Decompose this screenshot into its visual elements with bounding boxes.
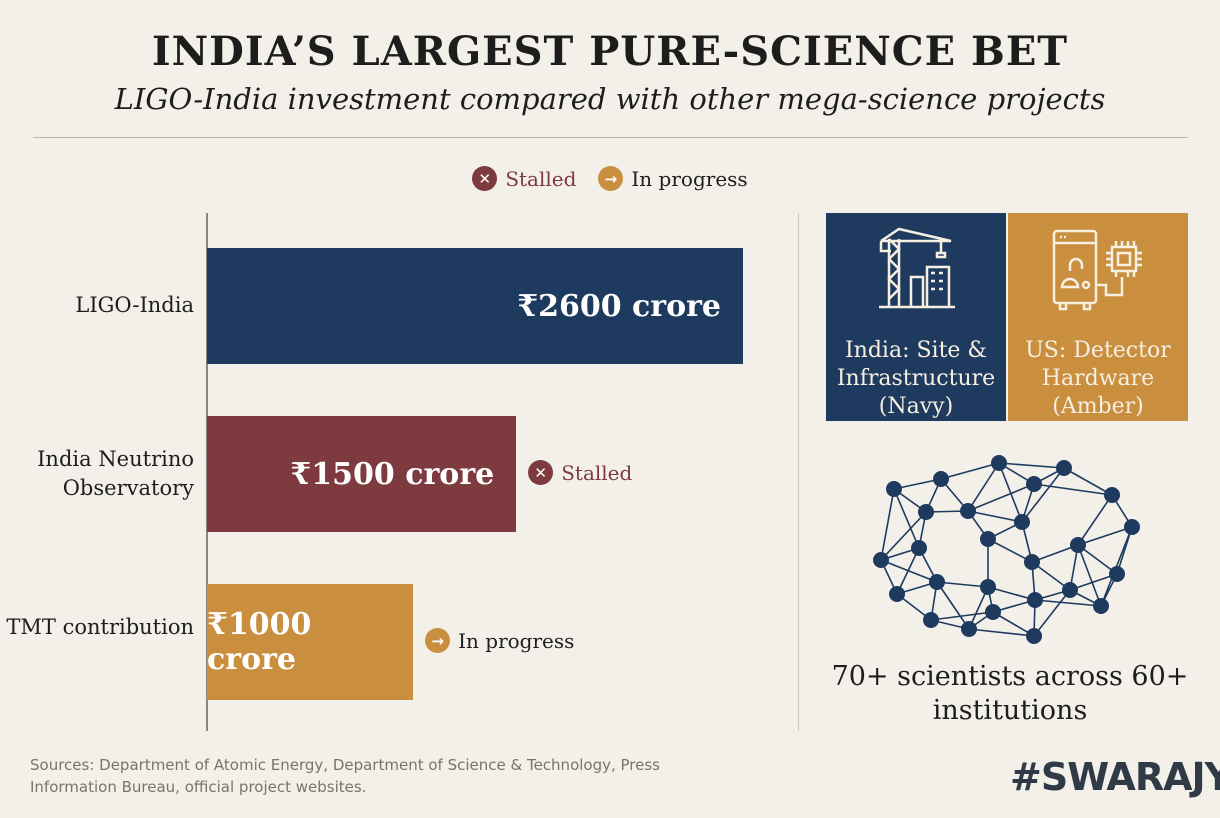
network-node bbox=[1026, 628, 1042, 644]
network-node bbox=[923, 612, 939, 628]
data-label: ₹2600 crore bbox=[517, 288, 721, 324]
network-node bbox=[1062, 582, 1078, 598]
status-label: Stalled bbox=[561, 460, 633, 485]
status-label: In progress bbox=[458, 628, 575, 653]
network-edge bbox=[880, 559, 938, 583]
sources-note: Sources: Department of Atomic Energy, De… bbox=[30, 756, 660, 796]
data-label: ₹1500 crore bbox=[290, 456, 495, 492]
network-node bbox=[889, 586, 905, 602]
network-node bbox=[1056, 460, 1072, 476]
network-edge bbox=[930, 611, 994, 621]
x-circle-icon: ✕ bbox=[528, 460, 554, 485]
network-node bbox=[1024, 554, 1040, 570]
chart-title: INDIA’S LARGEST PURE-SCIENCE BET bbox=[151, 28, 1069, 75]
network-node bbox=[873, 552, 889, 568]
detector-chip-icon bbox=[1052, 229, 1142, 311]
legend-label: In progress bbox=[631, 166, 748, 191]
network-edge bbox=[893, 478, 942, 490]
arrow-circle-icon: → bbox=[425, 628, 451, 653]
network-node bbox=[1026, 476, 1042, 492]
network-edge bbox=[1077, 494, 1113, 546]
network-node bbox=[911, 540, 927, 556]
network-icon bbox=[873, 455, 1140, 644]
network-node bbox=[1070, 537, 1086, 553]
panel-india: India: Site & Infrastructure (Navy) bbox=[826, 213, 1006, 421]
status-indicator: → In progress bbox=[425, 628, 574, 653]
network-node bbox=[918, 504, 934, 520]
network-edge bbox=[936, 581, 970, 630]
network-edge bbox=[1031, 544, 1079, 563]
network-edge bbox=[987, 538, 1033, 563]
network-edge bbox=[967, 510, 1023, 523]
network-edge bbox=[880, 488, 895, 561]
network-edge bbox=[998, 462, 1023, 523]
panel-us: US: Detector Hardware (Amber) bbox=[1008, 213, 1188, 421]
network-node bbox=[1109, 566, 1125, 582]
vertical-divider bbox=[798, 213, 799, 731]
network-node bbox=[933, 471, 949, 487]
network-edge bbox=[1021, 467, 1065, 523]
category-label: LIGO-India bbox=[75, 293, 194, 317]
network-edge bbox=[987, 586, 1036, 601]
network-node bbox=[991, 455, 1007, 471]
network-edge bbox=[936, 581, 989, 588]
brand-logo: #SWARAJYA bbox=[1010, 755, 1220, 799]
network-edge bbox=[967, 462, 1000, 512]
status-indicator: ✕ Stalled bbox=[528, 460, 632, 485]
network-edge bbox=[1069, 573, 1118, 591]
legend-item-stalled: ✕ Stalled bbox=[472, 166, 576, 191]
network-edge bbox=[880, 511, 927, 561]
network-edge bbox=[940, 462, 1000, 480]
panel-label: US: Detector Hardware (Amber) bbox=[1025, 338, 1171, 419]
network-edge bbox=[893, 488, 920, 549]
category-label: TMT contribution bbox=[6, 615, 194, 639]
network-edge bbox=[1034, 599, 1102, 607]
network-node bbox=[980, 579, 996, 595]
network-node bbox=[929, 574, 945, 590]
network-node bbox=[1124, 519, 1140, 535]
legend: ✕ Stalled → In progress bbox=[0, 166, 1220, 191]
network-edge bbox=[967, 483, 1035, 512]
network-edge bbox=[1077, 544, 1118, 575]
network-node bbox=[1014, 514, 1030, 530]
network-edge bbox=[1033, 483, 1113, 496]
network-node bbox=[960, 503, 976, 519]
legend-item-in-progress: → In progress bbox=[598, 166, 748, 191]
data-label: ₹1000 crore bbox=[207, 607, 312, 677]
network-node bbox=[1027, 592, 1043, 608]
panel-label: India: Site & Infrastructure (Navy) bbox=[836, 338, 996, 419]
network-node bbox=[1104, 487, 1120, 503]
scientists-caption: 70+ scientists across 60+ institutions bbox=[831, 661, 1189, 726]
network-edge bbox=[1077, 544, 1102, 607]
legend-label: Stalled bbox=[505, 166, 577, 191]
network-node bbox=[980, 531, 996, 547]
divider bbox=[33, 137, 1188, 138]
network-node bbox=[1093, 598, 1109, 614]
category-label: India Neutrino Observatory bbox=[37, 447, 194, 500]
arrow-circle-icon: → bbox=[598, 166, 624, 191]
network-edge bbox=[1033, 589, 1071, 637]
network-edge bbox=[968, 628, 1035, 637]
network-edge bbox=[1077, 526, 1133, 546]
network-node bbox=[886, 481, 902, 497]
network-node bbox=[985, 604, 1001, 620]
bar: ₹2600 crore bbox=[207, 248, 743, 364]
bar: ₹1500 crore bbox=[207, 416, 517, 532]
chart-subtitle: LIGO-India investment compared with othe… bbox=[114, 82, 1106, 116]
y-axis-line bbox=[206, 213, 208, 731]
bar: ₹1000 crore bbox=[207, 584, 414, 700]
crane-building-icon bbox=[879, 227, 955, 309]
x-circle-icon: ✕ bbox=[472, 166, 498, 191]
network-edge bbox=[1063, 467, 1113, 496]
network-edge bbox=[998, 462, 1065, 469]
network-node bbox=[961, 621, 977, 637]
